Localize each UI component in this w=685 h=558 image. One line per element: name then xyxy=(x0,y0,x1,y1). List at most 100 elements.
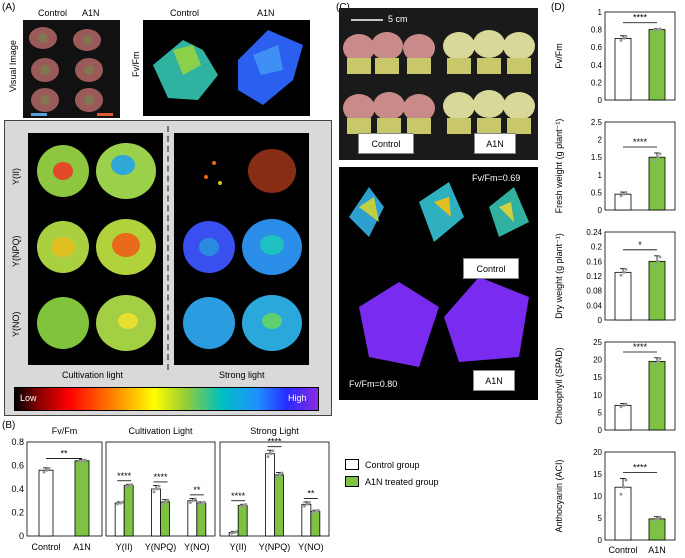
d3-bar-1-dot-0 xyxy=(653,264,657,268)
d2-sig-label: **** xyxy=(633,137,648,147)
scale-bar-label: 5 cm xyxy=(388,14,408,24)
d3-bar-1 xyxy=(648,260,666,321)
b1-bar-1-dot-0 xyxy=(78,460,82,464)
b-title-0: Fv/Fm xyxy=(52,426,78,436)
photo-a1n-box: A1N xyxy=(474,133,516,154)
b3-ctrl-bar-0-dot-0 xyxy=(230,531,234,535)
d1-frame xyxy=(604,11,676,101)
b-ytick-2: 0.4 xyxy=(11,484,24,494)
d3-frame xyxy=(604,231,676,321)
d2-bar-0-dot-1 xyxy=(622,192,626,196)
d1-sig-label: **** xyxy=(633,13,648,23)
b3-a1n-bar-2-dot-2 xyxy=(316,508,320,512)
b1-sig-label: ** xyxy=(60,448,68,458)
b2-ctrl-bar-0-dot-0 xyxy=(116,502,120,506)
panel-d-letter: (D) xyxy=(551,2,565,13)
visual-image-label: Visual Image xyxy=(8,40,18,92)
d4-bar-0-dot-0 xyxy=(619,405,623,409)
d1-ytick-5: 1 xyxy=(598,8,603,17)
b3-a1n-bar-1-dot-1 xyxy=(278,473,282,477)
d3-ytick-5: 0.2 xyxy=(591,243,603,252)
d3-ytick-6: 0.24 xyxy=(586,228,602,237)
b3-a1n-bar-0-dot-0 xyxy=(239,504,243,508)
d3-bar-1-dot-2 xyxy=(658,255,662,259)
colorbar-low-label: Low xyxy=(20,393,37,403)
panel-c-letter: (C) xyxy=(336,2,350,13)
d4-ytick-4: 20 xyxy=(593,356,602,365)
d1-bar-0-dot-2 xyxy=(624,34,628,38)
b2-xtick-2: Y(NO) xyxy=(184,542,210,552)
b2-a1n-bar-0-dot-2 xyxy=(130,483,134,487)
d5-bar-0-dot-0 xyxy=(619,492,623,496)
d2-frame xyxy=(604,121,676,211)
b1-xtick-0: Control xyxy=(31,542,60,552)
d1-ytick-0: 0 xyxy=(598,96,603,105)
d3-ytick-0: 0 xyxy=(598,316,603,325)
d4-ytick-0: 0 xyxy=(598,426,603,435)
d5-bar-1-dot-1 xyxy=(656,517,660,521)
b1-bar-1 xyxy=(74,460,90,537)
d5-ytick-3: 15 xyxy=(593,470,602,479)
legend-a1n-swatch xyxy=(345,476,359,487)
b2-ctrl-bar-1-dot-1 xyxy=(155,487,159,491)
b2-ctrl-bar-2-dot-2 xyxy=(193,497,197,501)
b2-a1n-bar-0-dot-0 xyxy=(125,484,129,488)
b3-sig-label-2: ** xyxy=(307,488,315,498)
b2-a1n-bar-2 xyxy=(196,502,207,537)
legend-a1n-label: A1N treated group xyxy=(365,477,439,487)
b3-sig-label-0: **** xyxy=(231,491,246,501)
b2-a1n-bar-1-dot-2 xyxy=(166,498,170,502)
b2-a1n-bar-1 xyxy=(160,501,170,537)
visual-control-label: Control xyxy=(38,8,68,18)
visual-image-photo xyxy=(23,20,120,118)
d5-sig-label: **** xyxy=(633,462,648,472)
d4-bar-1-dot-2 xyxy=(658,357,662,361)
row-label-y2: Y(II) xyxy=(11,168,21,185)
b3-a1n-bar-0-dot-2 xyxy=(244,503,248,507)
d2-bar-0-dot-0 xyxy=(619,194,623,198)
b3-a1n-bar-2-dot-0 xyxy=(311,510,315,514)
panel-b-letter: (B) xyxy=(2,420,16,431)
d3-bar-0-dot-1 xyxy=(622,270,626,274)
d1-bar-1-dot-0 xyxy=(653,28,657,32)
d2-ylabel: Fresh weight (g plant⁻¹) xyxy=(554,119,564,214)
d2-bar-1-dot-0 xyxy=(653,159,657,163)
d3-ytick-4: 0.16 xyxy=(586,257,602,266)
b3-ctrl-bar-0-dot-2 xyxy=(235,530,239,534)
strong-light-photo xyxy=(174,133,309,365)
d4-bar-1-dot-1 xyxy=(656,359,660,363)
d-xtick-1: A1N xyxy=(648,545,666,555)
b2-sig-label-2: ** xyxy=(193,485,201,495)
b2-ctrl-bar-1 xyxy=(151,488,161,537)
b2-xtick-1: Y(NPQ) xyxy=(145,542,177,552)
d2-ytick-1: 0.5 xyxy=(591,188,603,197)
b2-xtick-0: Y(II) xyxy=(116,542,133,552)
d1-bar-0 xyxy=(614,38,632,101)
cultivation-light-label: Cultivation light xyxy=(62,370,124,380)
d1-ytick-4: 0.8 xyxy=(591,26,603,35)
d4-bar-1 xyxy=(648,360,666,431)
d5-ytick-4: 20 xyxy=(593,448,602,457)
d5-ylabel: Anthocyanin (ACI) xyxy=(554,459,564,532)
d2-ytick-0: 0 xyxy=(598,206,603,215)
d2-bar-1-dot-2 xyxy=(658,152,662,156)
b3-ctrl-bar-2 xyxy=(301,503,312,537)
d3-bar-1-dot-1 xyxy=(656,259,660,263)
d1-bar-1 xyxy=(648,29,666,101)
strong-light-label: Strong light xyxy=(219,370,265,380)
d4-bar-0-dot-2 xyxy=(624,402,628,406)
b3-ctrl-bar-2-dot-2 xyxy=(307,500,311,504)
fvfm-a1n-box: A1N xyxy=(473,370,515,391)
d2-ytick-5: 2.5 xyxy=(591,118,603,127)
b3-xtick-0: Y(II) xyxy=(230,542,247,552)
d1-bar-0-dot-1 xyxy=(622,36,626,40)
d4-ytick-1: 5 xyxy=(598,408,603,417)
d2-ytick-3: 1.5 xyxy=(591,153,603,162)
cultivation-light-photo xyxy=(28,133,163,365)
d3-ytick-1: 0.04 xyxy=(586,301,602,310)
b1-bar-0-dot-0 xyxy=(42,470,46,474)
b2-ctrl-bar-0 xyxy=(114,502,125,537)
b-frame-0 xyxy=(26,441,103,537)
fvfm-plants-photo xyxy=(339,167,538,400)
b-title-1: Cultivation Light xyxy=(128,426,193,436)
